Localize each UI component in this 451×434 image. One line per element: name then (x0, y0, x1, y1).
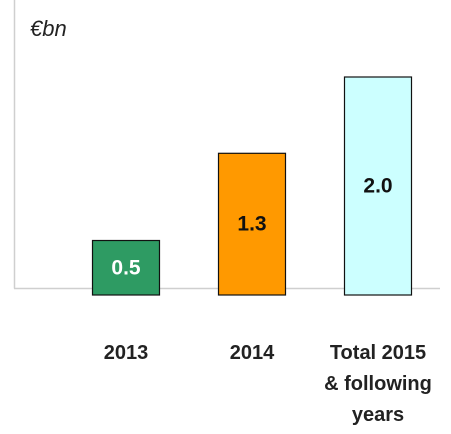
value-label: 0.5 (111, 256, 141, 279)
x-tick-label: Total 2015 & following years (324, 342, 432, 426)
value-label: 1.3 (237, 213, 266, 236)
bar (217, 152, 287, 296)
bar (343, 76, 413, 296)
bar (91, 239, 161, 296)
x-tick-label: 2013 (103, 342, 149, 364)
unit-label: €bn (30, 16, 67, 41)
value-label: 2.0 (363, 175, 392, 198)
x-tick-label: 2014 (229, 342, 275, 364)
